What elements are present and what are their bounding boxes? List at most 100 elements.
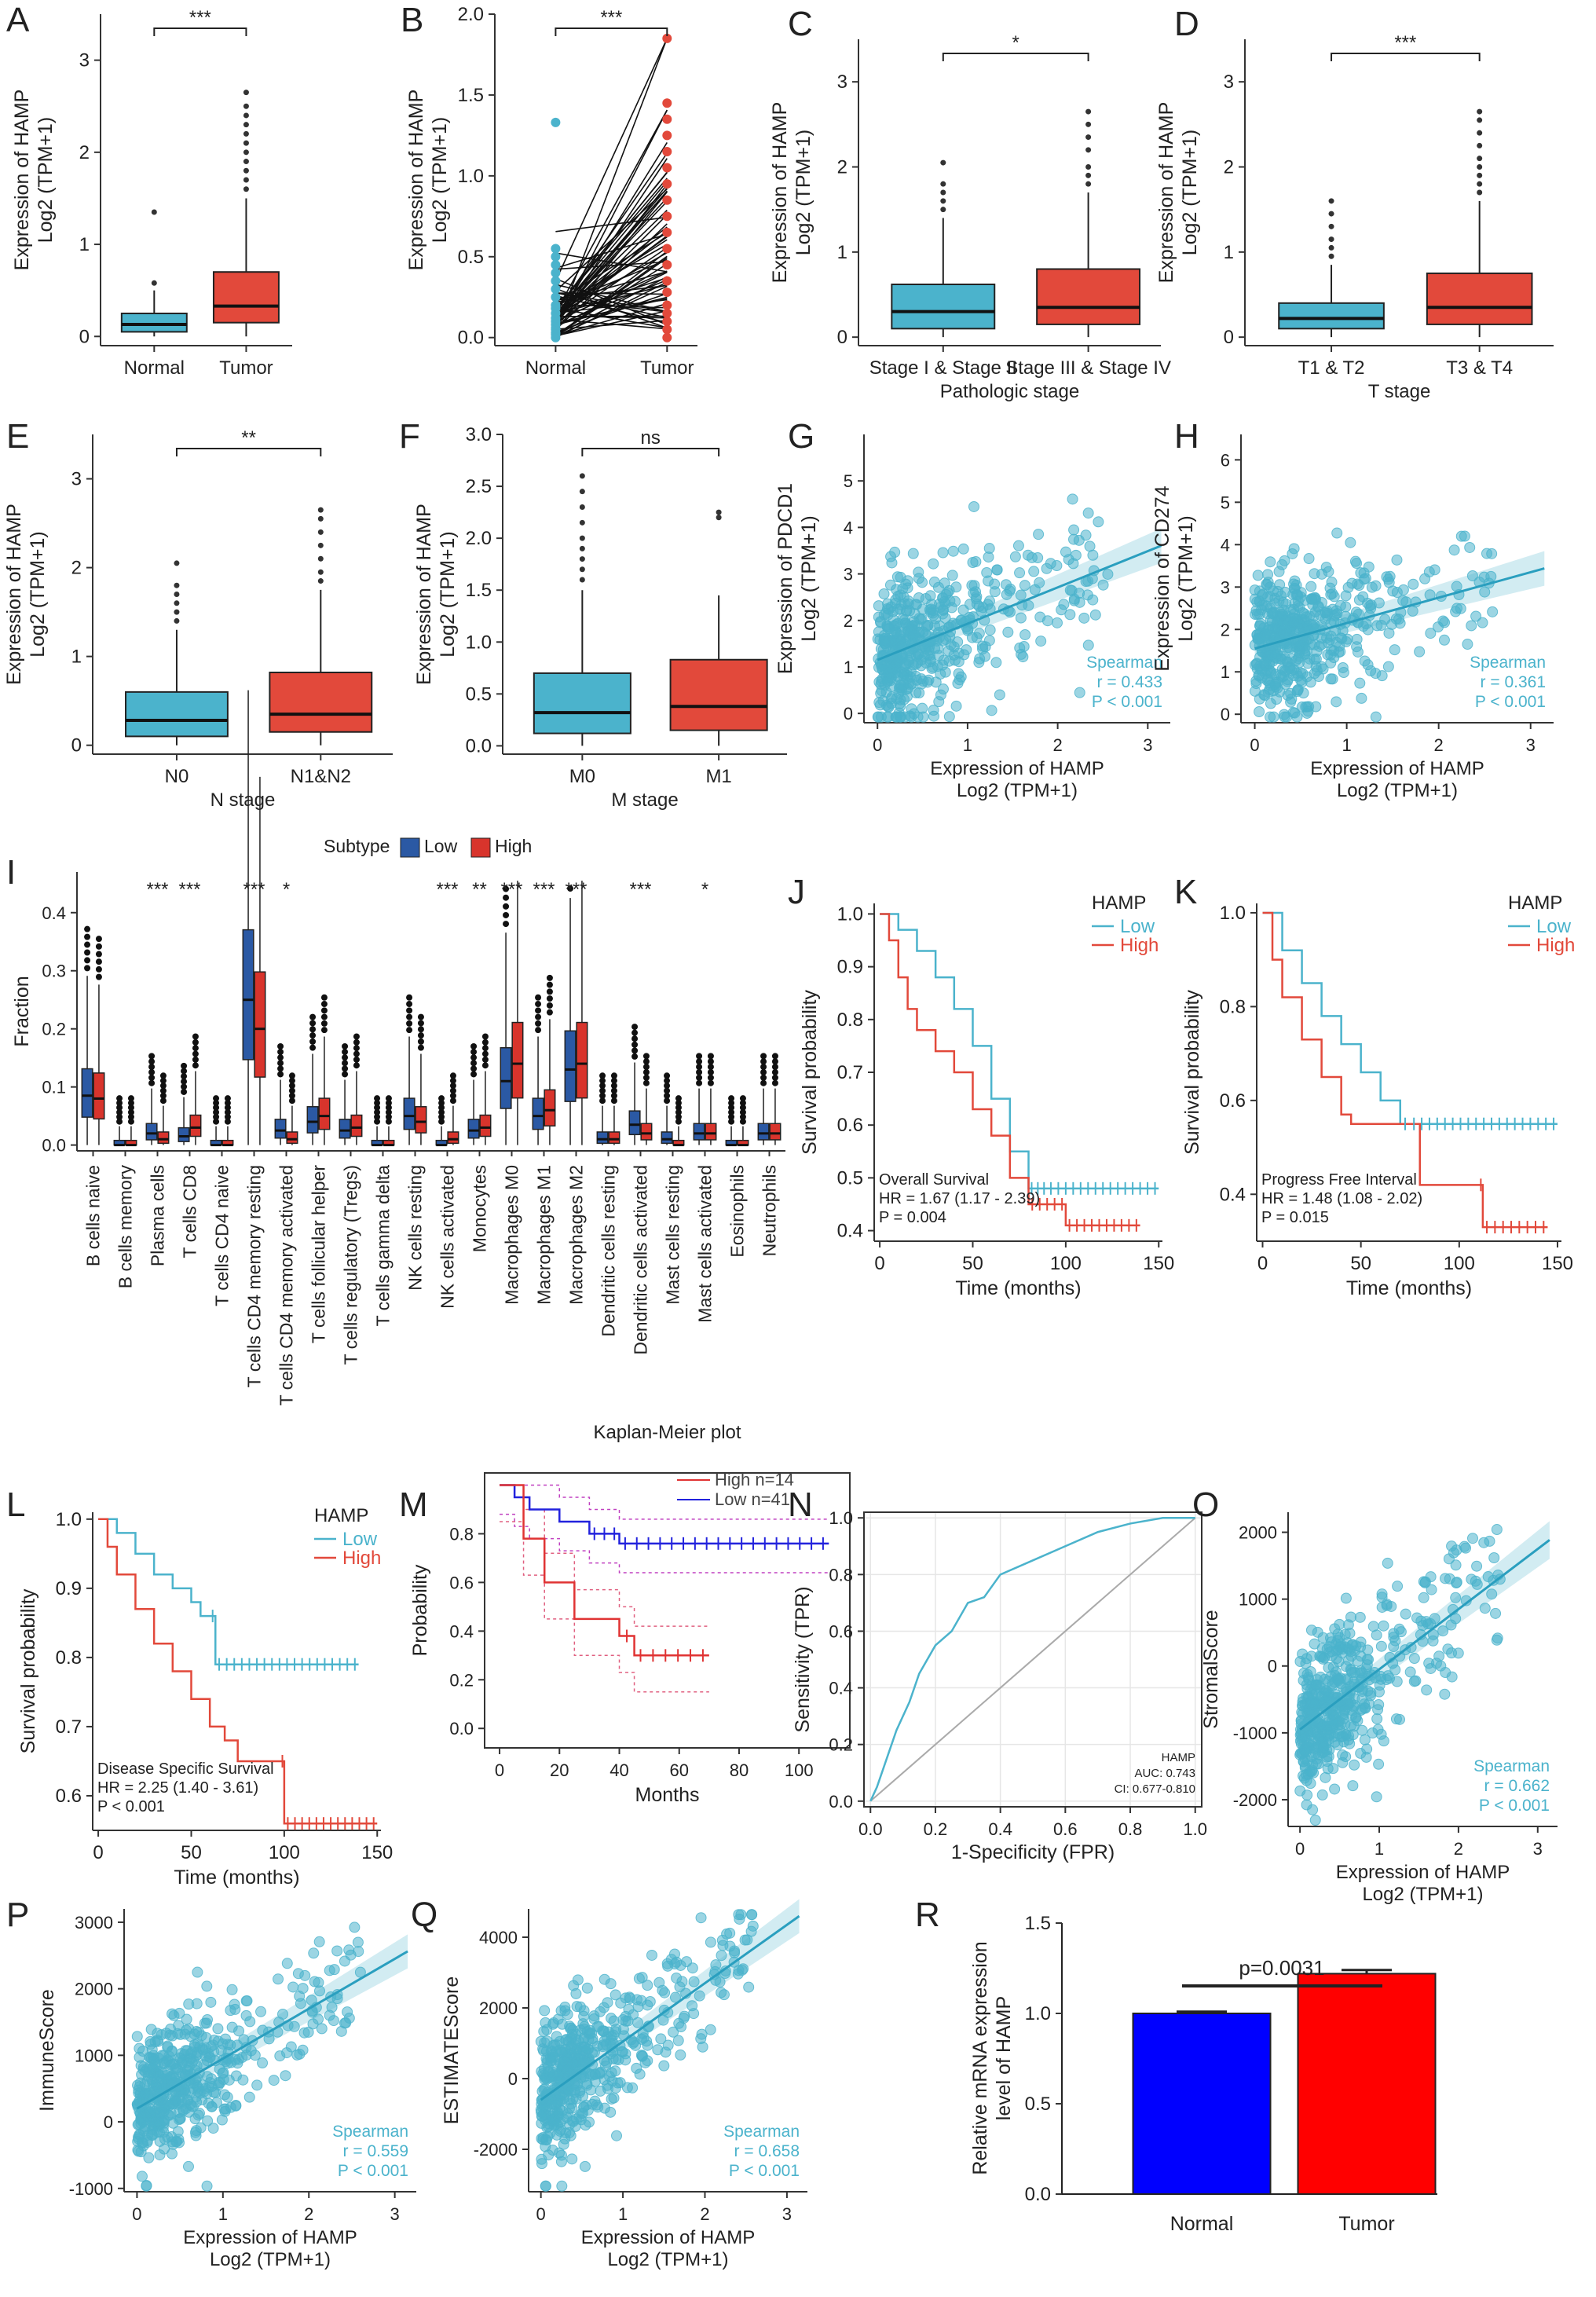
outlier-point <box>707 1053 714 1060</box>
outlier-point <box>546 974 553 981</box>
scatter-point <box>705 2024 716 2035</box>
scatter-point <box>1478 571 1490 583</box>
scatter-point <box>152 2060 163 2072</box>
scatter-point <box>569 2084 580 2096</box>
outlier-point <box>760 1079 767 1086</box>
y-tick-label: 3 <box>1221 577 1230 597</box>
scatter-point <box>1435 1660 1447 1672</box>
scatter-point <box>1466 620 1477 632</box>
stat-annotation: HR = 1.67 (1.17 - 2.39) <box>879 1190 1040 1207</box>
scatter-point <box>194 2041 206 2053</box>
x-tick-label: 1 <box>1375 1839 1384 1859</box>
stat-annotation: P < 0.001 <box>97 1798 165 1815</box>
outlier-point <box>716 515 722 521</box>
x-axis-label-2: Log2 (TPM+1) <box>1337 780 1458 801</box>
box-high <box>769 1123 782 1141</box>
pair-line <box>555 318 668 330</box>
x-tick-label: 150 <box>1143 1253 1174 1274</box>
outlier-point <box>696 1053 703 1060</box>
scatter-point <box>555 2044 566 2056</box>
y-axis-label: Expression of HAMP <box>413 504 435 685</box>
scatter-point <box>611 2130 623 2141</box>
scatter-point <box>1354 677 1366 689</box>
scatter-point <box>1301 671 1313 683</box>
scatter-point <box>1425 628 1437 639</box>
scatter-point <box>1097 579 1109 591</box>
outlier-point <box>642 1068 650 1075</box>
scatter-point <box>268 2075 280 2086</box>
scatter-point <box>1251 663 1263 675</box>
scatter-point <box>1310 653 1322 665</box>
legend-label: Low <box>342 1529 378 1550</box>
box-high <box>576 1021 588 1099</box>
scatter-point <box>984 624 996 636</box>
outlier-point <box>1085 147 1092 153</box>
outlier-point <box>579 504 585 510</box>
outlier-point <box>760 1068 767 1075</box>
outlier-point <box>320 1027 328 1034</box>
y-tick-label: 1.0 <box>829 1508 853 1528</box>
scatter-point <box>974 653 986 665</box>
scatter-point <box>1426 1584 1437 1595</box>
x-tick-label: 3 <box>1526 735 1536 755</box>
y-axis-label: Survival probability <box>1181 990 1203 1155</box>
scatter-point <box>1035 636 1047 647</box>
x-category-label: Dendritic cells activated <box>631 1165 651 1355</box>
outlier-point <box>696 1068 703 1075</box>
scatter-point <box>574 2050 586 2061</box>
outlier-point <box>771 1058 778 1065</box>
y-tick-label: 0.2 <box>42 1020 66 1039</box>
significance-label: *** <box>629 879 651 900</box>
scatter-point <box>1285 696 1297 708</box>
pair-line <box>555 298 668 324</box>
scatter-point <box>339 1955 350 1967</box>
x-tick-label: 1 <box>1342 735 1351 755</box>
panel-letter: L <box>6 1486 25 1524</box>
x-category-label: B cells memory <box>115 1165 136 1289</box>
stat-annotation: Disease Specific Survival <box>97 1760 274 1778</box>
scatter-point <box>551 2106 563 2118</box>
outlier-point <box>151 209 157 215</box>
significance-label: *** <box>243 879 265 900</box>
scatter-point <box>1068 524 1080 536</box>
outlier-point <box>406 1020 413 1027</box>
scatter-point <box>540 2180 551 2192</box>
scatter-point <box>1273 566 1285 577</box>
scatter-point <box>881 676 893 687</box>
scatter-point <box>1320 1771 1331 1783</box>
scatter-point <box>131 2031 143 2042</box>
x-tick-label: 0.2 <box>924 1819 948 1839</box>
scatter-point <box>746 1909 758 1921</box>
y-tick-label: -1000 <box>1233 1724 1277 1743</box>
survival-curve-low <box>98 1518 359 1665</box>
scatter-point <box>233 2025 245 2037</box>
y-axis-label-2: Log2 (TPM+1) <box>27 531 49 658</box>
scatter-point <box>1466 1533 1478 1544</box>
stat-annotation: Spearman <box>1473 1757 1550 1775</box>
scatter-point <box>1268 711 1279 723</box>
box-high <box>318 1097 331 1130</box>
box-m0 <box>533 672 631 735</box>
outlier-point <box>277 1042 284 1050</box>
y-tick-label: 0 <box>79 326 90 347</box>
scatter-point <box>1309 1815 1321 1826</box>
scatter-point <box>1414 646 1426 658</box>
scatter-point <box>1301 1669 1313 1680</box>
scatter-point <box>1397 584 1409 595</box>
scatter-point <box>968 500 979 512</box>
scatter-point <box>1252 570 1264 581</box>
outlier-point <box>728 1095 735 1102</box>
x-category-label: Normal <box>525 357 586 379</box>
outlier-point <box>417 1013 424 1020</box>
y-tick-label: 0.0 <box>829 1792 853 1812</box>
scatter-point <box>1067 493 1078 505</box>
scatter-point <box>182 2160 194 2172</box>
normal-point <box>551 276 561 286</box>
y-tick-label: 2 <box>837 157 847 178</box>
scatter-point <box>1270 669 1282 680</box>
scatter-point <box>1089 609 1101 621</box>
scatter-point <box>313 1936 325 1947</box>
x-category-label: Eosinophils <box>727 1165 748 1258</box>
outlier-point <box>940 189 946 196</box>
outlier-point <box>317 555 324 562</box>
